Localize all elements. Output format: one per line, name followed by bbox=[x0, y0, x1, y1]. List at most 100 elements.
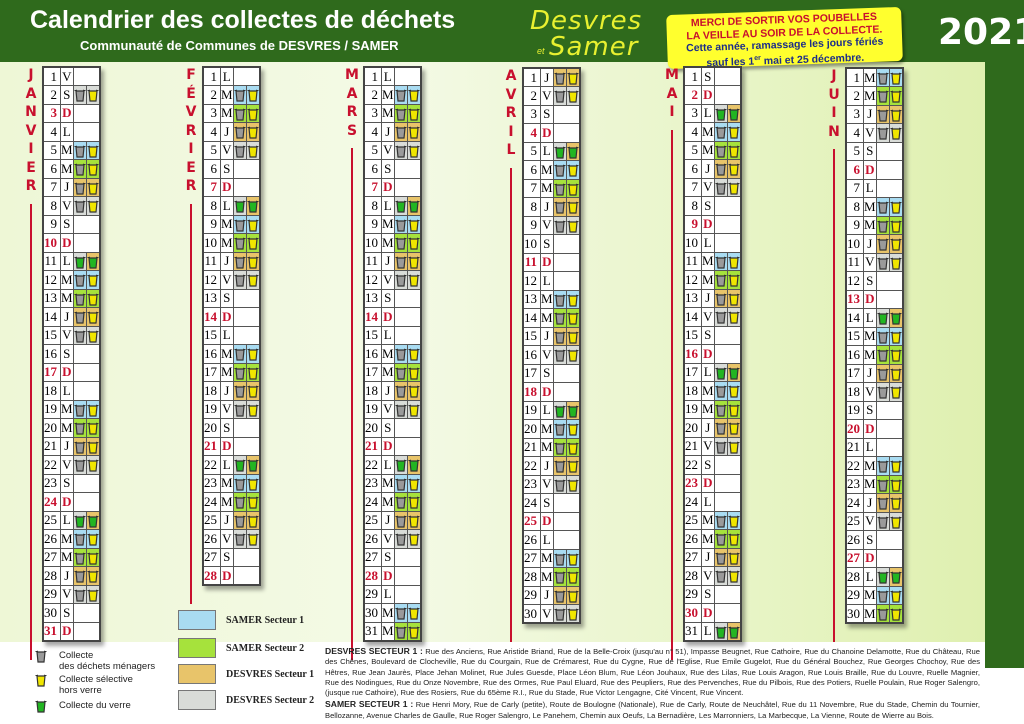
selective-bin-icon bbox=[87, 589, 99, 602]
glass-bin-icon bbox=[87, 256, 99, 269]
weekday: V bbox=[381, 529, 395, 549]
weekday: D bbox=[540, 382, 554, 402]
day-number: 26 bbox=[845, 530, 864, 550]
empty-cell bbox=[552, 252, 567, 272]
household-collection bbox=[875, 511, 890, 531]
household-collection bbox=[72, 307, 87, 327]
household-bin-icon bbox=[234, 497, 246, 509]
day-number: 31 bbox=[683, 621, 702, 641]
household-collection bbox=[552, 345, 567, 365]
empty-cell bbox=[246, 418, 261, 438]
weekday: S bbox=[540, 493, 554, 513]
weekday: M bbox=[540, 567, 554, 587]
household-bin-icon bbox=[395, 145, 407, 158]
household-bin-icon bbox=[395, 626, 407, 639]
day-number: 12 bbox=[683, 270, 702, 290]
selective-collection bbox=[85, 288, 101, 308]
day-number: 26 bbox=[522, 530, 541, 550]
day-row: 12 S bbox=[845, 271, 904, 291]
household-bin-icon bbox=[74, 404, 86, 417]
weekday: V bbox=[863, 123, 877, 143]
weekday: M bbox=[701, 270, 715, 290]
selective-bin-icon bbox=[728, 534, 740, 546]
glass-bin-icon bbox=[87, 515, 99, 528]
weekday: L bbox=[220, 66, 234, 86]
empty-cell bbox=[727, 233, 742, 253]
glass-bin-icon bbox=[715, 367, 727, 380]
day-number: 3 bbox=[845, 104, 864, 124]
household-collection bbox=[875, 363, 890, 383]
household-bin-icon bbox=[877, 331, 889, 344]
glass-collection-desvres-s2 bbox=[713, 362, 728, 382]
day-row: 25 J bbox=[202, 510, 261, 530]
household-bin-icon bbox=[877, 350, 889, 362]
day-number: 15 bbox=[683, 325, 702, 345]
weekday: J bbox=[540, 326, 554, 346]
day-number: 23 bbox=[202, 473, 221, 493]
selective-bin-icon bbox=[567, 91, 579, 103]
selective-bin-icon bbox=[728, 423, 740, 435]
glass-bin-icon bbox=[554, 146, 566, 159]
day-row: 28 J bbox=[42, 566, 101, 586]
weekday: L bbox=[220, 196, 234, 216]
selective-collection bbox=[85, 399, 101, 419]
day-number: 10 bbox=[845, 234, 864, 254]
month-divider bbox=[190, 203, 192, 604]
day-number: 6 bbox=[42, 159, 61, 179]
day-number: 3 bbox=[522, 104, 541, 124]
glass-bin-icon bbox=[567, 405, 579, 418]
empty-cell bbox=[713, 344, 728, 364]
selective-collection bbox=[406, 214, 422, 234]
household-collection bbox=[875, 215, 890, 235]
legend-desvres-s1: DESVRES Secteur 1 bbox=[178, 664, 314, 684]
household-collection bbox=[875, 326, 890, 346]
household-bin-icon bbox=[395, 404, 407, 417]
empty-cell bbox=[86, 214, 101, 234]
day-number: 20 bbox=[363, 418, 382, 438]
day-row: 29 M bbox=[845, 585, 904, 605]
household-bin-icon bbox=[554, 461, 566, 473]
household-collection bbox=[713, 288, 728, 308]
legend-samer-s1: SAMER Secteur 1 bbox=[178, 610, 304, 630]
day-number: 16 bbox=[202, 344, 221, 364]
legend-glass: Collecte du verre bbox=[35, 700, 131, 713]
day-number: 29 bbox=[363, 584, 382, 604]
weekday: M bbox=[540, 308, 554, 328]
weekday: D bbox=[381, 177, 395, 197]
day-row: 26 S bbox=[845, 530, 904, 550]
day-number: 18 bbox=[363, 381, 382, 401]
weekday: V bbox=[220, 270, 234, 290]
glass-bin-icon bbox=[715, 108, 727, 121]
selective-collection bbox=[726, 566, 742, 586]
glass-collection-desvres-s2 bbox=[552, 141, 567, 161]
legend-samer-s2: SAMER Secteur 2 bbox=[178, 638, 304, 658]
weekday: V bbox=[540, 474, 554, 494]
household-bin-icon bbox=[74, 441, 86, 454]
day-number: 4 bbox=[522, 123, 541, 143]
empty-cell bbox=[246, 159, 261, 179]
street-list: DESVRES SECTEUR 1 : Rue des Anciens, Rue… bbox=[325, 646, 980, 722]
weekday: L bbox=[381, 325, 395, 345]
weekday: M bbox=[60, 288, 74, 308]
weekday: L bbox=[701, 492, 715, 512]
glass-collection-desvres-s2 bbox=[552, 400, 567, 420]
weekday: L bbox=[863, 567, 877, 587]
selective-bin-icon bbox=[567, 220, 579, 233]
selective-bin-icon bbox=[87, 90, 99, 102]
day-number: 23 bbox=[522, 474, 541, 494]
empty-cell bbox=[875, 160, 890, 180]
day-row: 28 M bbox=[522, 567, 581, 587]
household-bin-icon bbox=[234, 256, 246, 269]
weekday: D bbox=[863, 419, 877, 439]
household-bin-icon bbox=[234, 127, 246, 139]
day-number: 7 bbox=[363, 177, 382, 197]
glass-bin-icon bbox=[890, 572, 902, 584]
empty-cell bbox=[552, 530, 567, 550]
weekday: D bbox=[540, 511, 554, 531]
empty-cell bbox=[86, 103, 101, 123]
